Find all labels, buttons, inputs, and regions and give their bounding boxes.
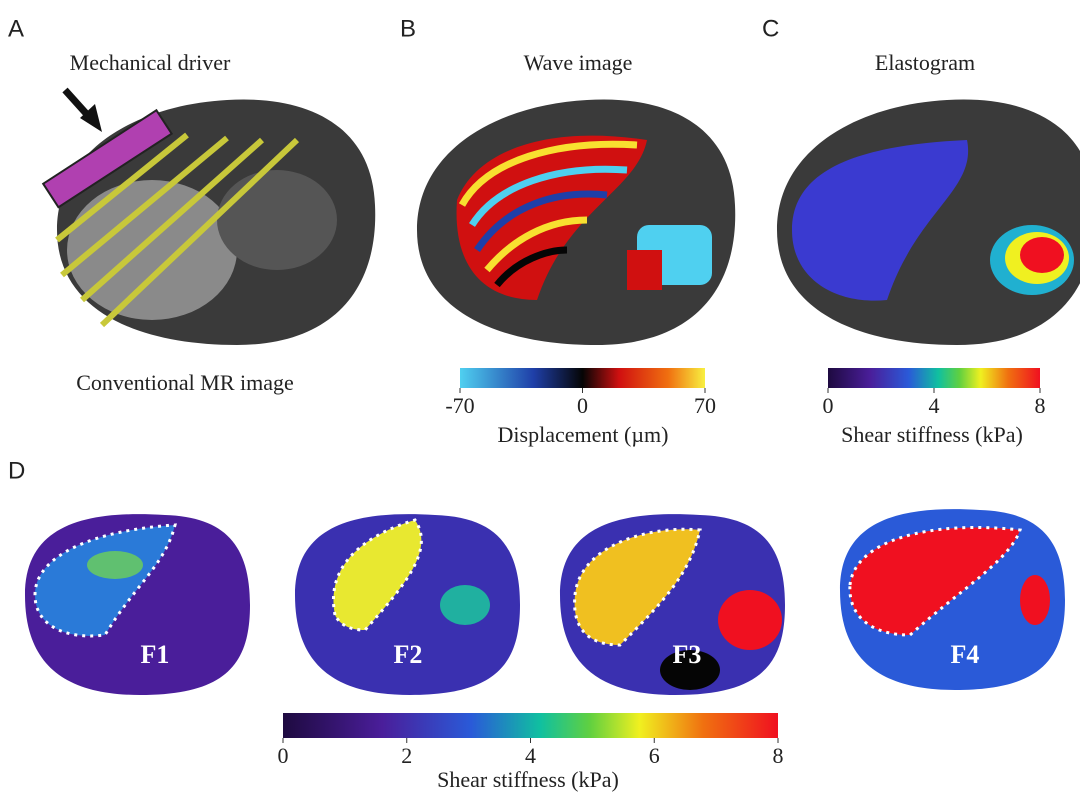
- colorbar-label: Shear stiffness (kPa): [437, 767, 619, 792]
- section-f1: [25, 514, 250, 695]
- colorbar: [283, 713, 778, 738]
- tick-label: 2: [401, 743, 412, 768]
- tick-label: 6: [649, 743, 660, 768]
- arrow: [65, 90, 102, 132]
- tick-label: 4: [929, 393, 940, 418]
- stage-label: F1: [141, 640, 170, 669]
- panel-label: B: [400, 15, 416, 42]
- tick-label: 0: [823, 393, 834, 418]
- tick-label: 8: [1035, 393, 1046, 418]
- panel-title: Elastogram: [875, 50, 975, 75]
- tick-label: 4: [525, 743, 536, 768]
- panel-caption: Conventional MR image: [76, 370, 294, 395]
- tick-label: 0: [577, 393, 588, 418]
- stage-label: F2: [394, 640, 423, 669]
- tick-label: 8: [773, 743, 784, 768]
- tick-label: 70: [694, 393, 716, 418]
- tick-label: -70: [445, 393, 474, 418]
- panel-label: D: [8, 457, 25, 484]
- colorbar-label: Shear stiffness (kPa): [841, 422, 1023, 447]
- panel-label: A: [8, 15, 24, 42]
- panel-title: Mechanical driver: [70, 50, 231, 75]
- wave-image: [417, 99, 735, 345]
- figure: A B C D Mechanical driver Wave image Ela…: [0, 0, 1080, 795]
- elastogram: [777, 99, 1080, 345]
- mr-image: [57, 99, 375, 345]
- stage-label: F3: [673, 640, 702, 669]
- stage-label: F4: [951, 640, 980, 669]
- colorbar: [828, 368, 1040, 388]
- colorbar-label: Displacement (µm): [498, 422, 669, 447]
- tick-label: 0: [278, 743, 289, 768]
- colorbar: [460, 368, 705, 388]
- panel-title: Wave image: [524, 50, 633, 75]
- panel-label: C: [762, 15, 779, 42]
